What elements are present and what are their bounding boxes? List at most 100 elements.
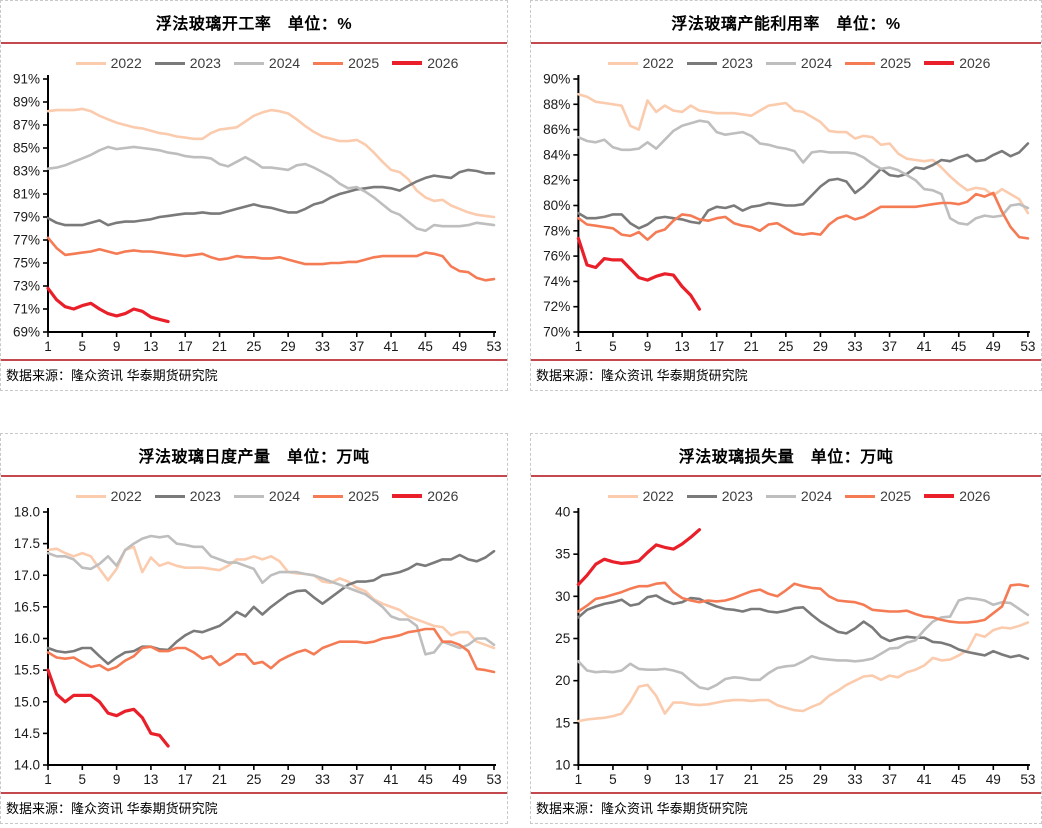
legend-swatch-2024 <box>765 494 796 498</box>
capacity-utilization-chart: 70% 72% 74% 76% 78% 80% 82% 84% 86% 88% 90% 1 5 9 13 17… <box>543 72 1035 354</box>
legend-swatch-2026 <box>392 61 423 65</box>
svg-text:21: 21 <box>744 339 759 354</box>
svg-text:25: 25 <box>246 339 261 354</box>
legend-swatch-2024 <box>765 61 796 65</box>
svg-text:45: 45 <box>951 339 966 354</box>
svg-text:49: 49 <box>986 339 1001 354</box>
daily-output-chart: 14.0 14.5 15.0 15.5 16.0 16.5 17.0 17.5 18.0 1 5 9 1… <box>14 505 502 788</box>
svg-text:33: 33 <box>315 772 330 787</box>
chart-title-capacity-utilization: 浮法玻璃产能利用率 单位：% <box>671 16 901 33</box>
legend-item-2026: 2026 <box>392 488 458 504</box>
legend-label-2024: 2024 <box>800 55 833 71</box>
svg-text:16.5: 16.5 <box>14 599 40 614</box>
svg-text:83%: 83% <box>13 164 40 179</box>
svg-text:53: 53 <box>486 772 501 787</box>
svg-text:80%: 80% <box>543 198 570 213</box>
data-source-note: 数据来源：隆众资讯 华泰期货研究院 <box>6 801 218 816</box>
svg-text:49: 49 <box>986 772 1001 787</box>
svg-text:21: 21 <box>212 339 227 354</box>
svg-text:71%: 71% <box>13 302 40 317</box>
legend-swatch-2023 <box>686 494 717 498</box>
svg-text:5: 5 <box>609 339 617 354</box>
chart-title-loss-volume: 浮法玻璃损失量 单位：万吨 <box>678 449 894 466</box>
svg-text:1: 1 <box>44 339 52 354</box>
svg-text:17: 17 <box>178 339 193 354</box>
svg-text:10: 10 <box>555 758 570 773</box>
svg-text:79%: 79% <box>13 210 40 225</box>
legend-item-2023: 2023 <box>686 55 753 71</box>
legend-label-2024: 2024 <box>268 488 301 504</box>
legend-item-2023: 2023 <box>154 55 221 71</box>
source-divider <box>1 792 507 794</box>
legend-swatch-2025 <box>313 494 344 498</box>
svg-text:17.0: 17.0 <box>14 568 40 583</box>
source-divider <box>1 359 507 361</box>
svg-text:20: 20 <box>555 673 570 688</box>
legend-item-2024: 2024 <box>765 55 833 71</box>
svg-text:13: 13 <box>143 772 158 787</box>
legend-item-2022: 2022 <box>607 488 674 504</box>
chart-panel-capacity-utilization: 浮法玻璃产能利用率 单位：% 2022 2023 2024 2025 2026 70% 7… <box>530 0 1042 391</box>
legend-label-2024: 2024 <box>800 488 833 504</box>
title-divider <box>531 475 1041 477</box>
svg-text:9: 9 <box>644 772 652 787</box>
svg-text:45: 45 <box>418 772 433 787</box>
title-divider <box>1 475 507 477</box>
svg-text:37: 37 <box>349 772 364 787</box>
svg-text:5: 5 <box>79 772 87 787</box>
svg-text:40: 40 <box>555 505 570 520</box>
svg-text:85%: 85% <box>13 141 40 156</box>
svg-text:87%: 87% <box>13 118 40 133</box>
svg-text:5: 5 <box>79 339 87 354</box>
svg-text:37: 37 <box>882 772 897 787</box>
svg-text:73%: 73% <box>13 279 40 294</box>
legend-label-2023: 2023 <box>721 488 753 504</box>
title-divider <box>1 42 507 44</box>
svg-text:33: 33 <box>847 339 862 354</box>
svg-text:17: 17 <box>178 772 193 787</box>
legend-label-2022: 2022 <box>110 488 142 504</box>
legend-label-2023: 2023 <box>189 488 221 504</box>
svg-text:74%: 74% <box>543 274 570 289</box>
legend-swatch-2022 <box>75 61 106 65</box>
legend-swatch-2026 <box>392 494 423 498</box>
svg-text:29: 29 <box>813 339 828 354</box>
data-source-note: 数据来源：隆众资讯 华泰期货研究院 <box>6 368 218 383</box>
svg-text:53: 53 <box>1020 772 1035 787</box>
svg-text:29: 29 <box>281 772 296 787</box>
legend-item-2026: 2026 <box>924 488 990 504</box>
legend-label-2023: 2023 <box>721 55 753 71</box>
svg-text:45: 45 <box>418 339 433 354</box>
svg-text:29: 29 <box>813 772 828 787</box>
legend-item-2024: 2024 <box>233 55 301 71</box>
legend-label-2025: 2025 <box>348 488 380 504</box>
svg-text:77%: 77% <box>13 233 40 248</box>
legend-swatch-2023 <box>686 61 717 65</box>
svg-text:53: 53 <box>1020 339 1035 354</box>
legend-swatch-2026 <box>924 494 955 498</box>
svg-text:25: 25 <box>246 772 261 787</box>
legend-swatch-2022 <box>607 61 638 65</box>
legend-label-2026: 2026 <box>427 488 459 504</box>
svg-text:41: 41 <box>917 772 932 787</box>
svg-text:15.5: 15.5 <box>14 663 40 678</box>
legend-swatch-2023 <box>154 494 185 498</box>
legend-swatch-2026 <box>924 61 955 65</box>
legend-label-2024: 2024 <box>268 55 301 71</box>
svg-text:53: 53 <box>486 339 501 354</box>
svg-text:86%: 86% <box>543 122 570 137</box>
legend-label-2022: 2022 <box>642 488 674 504</box>
legend-swatch-2025 <box>845 494 876 498</box>
svg-text:18.0: 18.0 <box>14 505 40 520</box>
svg-text:30: 30 <box>555 589 570 604</box>
legend-operating-rate: 2022 2023 2024 2025 2026 <box>1 44 507 71</box>
svg-text:76%: 76% <box>543 249 570 264</box>
svg-text:16.0: 16.0 <box>14 631 40 646</box>
legend-label-2026: 2026 <box>959 488 991 504</box>
legend-item-2023: 2023 <box>154 488 221 504</box>
svg-text:13: 13 <box>675 772 690 787</box>
legend-swatch-2025 <box>845 61 876 65</box>
svg-text:14.5: 14.5 <box>14 726 40 741</box>
svg-text:25: 25 <box>778 772 793 787</box>
